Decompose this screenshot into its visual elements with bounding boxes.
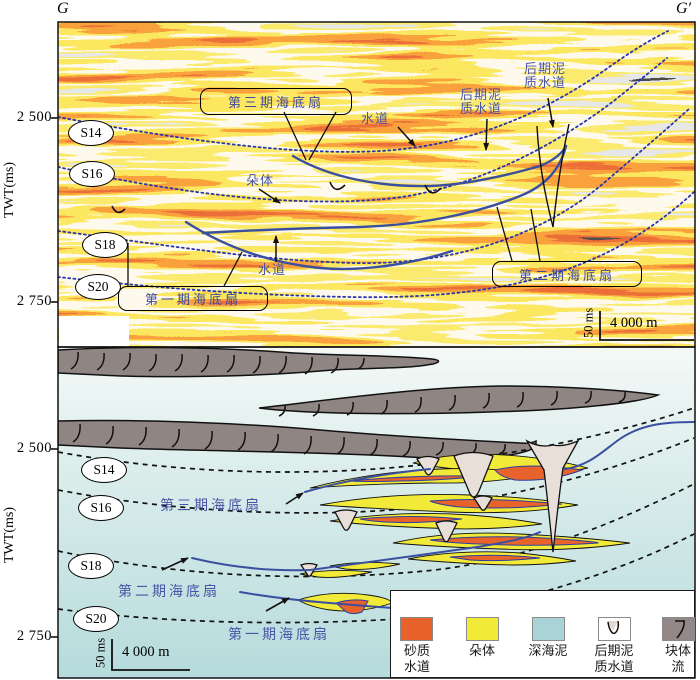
fan-label-second: 第二期海底扇 bbox=[118, 583, 220, 599]
y-tick-2500-top: 2 500 bbox=[16, 109, 52, 125]
fan-box-third: 第三期海底扇 bbox=[200, 88, 352, 115]
horizon-badge-s14: S14 bbox=[68, 120, 114, 146]
horizon-badge-s14-interp: S14 bbox=[81, 457, 127, 483]
horizon-badge-s18-interp: S18 bbox=[68, 553, 114, 579]
y-axis-label-top: TWT(ms) bbox=[2, 162, 17, 218]
mass-flow-glyph bbox=[675, 620, 685, 639]
horizon-badge-s20-interp: S20 bbox=[73, 606, 119, 632]
horizon-badge-s16: S16 bbox=[69, 161, 115, 187]
channel-label-upper: 水道 bbox=[361, 111, 390, 126]
legend: 砂质水道 朵体 深海泥 后期泥质水道 块体流 bbox=[390, 590, 695, 678]
legend-swatch-lobe bbox=[466, 617, 499, 641]
seismic-scale-vertical: 50 ms bbox=[581, 307, 596, 339]
legend-label-deep-sea-mud: 深海泥 bbox=[528, 643, 568, 658]
legend-label-sandy-channel: 砂质水道 bbox=[403, 643, 430, 674]
y-axis-label-bottom: TWT(ms) bbox=[2, 507, 17, 563]
channel-label-lower: 水道 bbox=[258, 262, 287, 277]
fan-label-first: 第一期海底扇 bbox=[228, 626, 330, 642]
late-muddy-channel-label-right: 后期泥质水道 bbox=[523, 61, 566, 91]
y-tick-2500-bottom: 2 500 bbox=[16, 440, 52, 456]
axis-tick-marks bbox=[51, 117, 58, 638]
seismic-scale-horizontal: 4 000 m bbox=[610, 315, 658, 331]
fan-box-second: 第二期海底扇 bbox=[492, 261, 642, 287]
section-endpoint-left: G bbox=[57, 0, 69, 17]
legend-swatch-deep-sea-mud bbox=[532, 617, 565, 641]
legend-label-lobe: 朵体 bbox=[468, 643, 495, 658]
seismic-data-gap bbox=[59, 316, 129, 346]
lobe-label: 朵体 bbox=[246, 173, 275, 188]
fan-box-first: 第一期海底扇 bbox=[118, 286, 268, 311]
horizon-badge-s20: S20 bbox=[75, 274, 121, 300]
interp-scale-vertical: 50 ms bbox=[93, 637, 108, 669]
y-tick-2750-bottom: 2 750 bbox=[16, 628, 52, 644]
legend-swatch-sandy-channel bbox=[400, 617, 433, 641]
fan-label-third: 第三期海底扇 bbox=[160, 497, 262, 513]
legend-label-mass-flow: 块体流 bbox=[664, 643, 691, 674]
late-muddy-channel-glyph bbox=[607, 620, 620, 635]
horizon-badge-s18: S18 bbox=[82, 232, 128, 258]
horizon-badge-s16-interp: S16 bbox=[78, 495, 124, 521]
legend-label-late-muddy-channel: 后期泥质水道 bbox=[594, 643, 634, 674]
section-endpoint-right: G′ bbox=[676, 0, 692, 17]
y-tick-2750-top: 2 750 bbox=[16, 293, 52, 309]
late-muddy-channel-label-left: 后期泥质水道 bbox=[459, 87, 502, 117]
legend-swatch-late-muddy-channel bbox=[598, 617, 631, 641]
legend-swatch-mass-flow bbox=[662, 617, 695, 641]
interp-scale-horizontal: 4 000 m bbox=[122, 644, 170, 660]
